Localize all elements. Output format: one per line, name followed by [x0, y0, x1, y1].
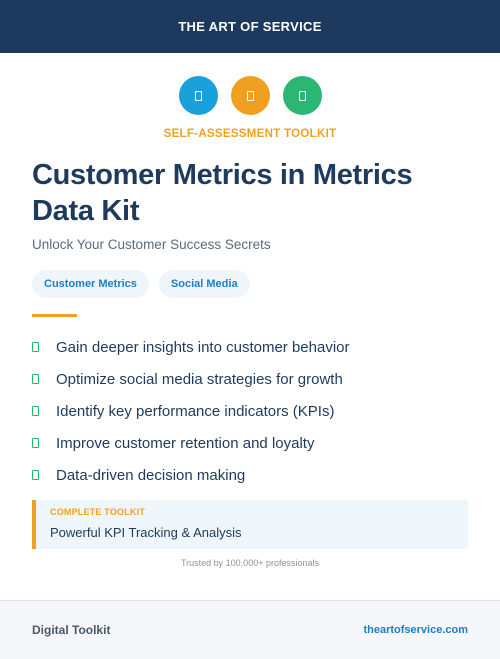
- feature-text: Optimize social media strategies for gro…: [56, 370, 343, 388]
- subtitle: Unlock Your Customer Success Secrets: [32, 237, 271, 252]
- feature-text: Gain deeper insights into customer behav…: [56, 338, 350, 356]
- feature-item: Identify key performance indicators (KPI…: [32, 395, 350, 427]
- icon-row: [0, 76, 500, 115]
- feature-text: Improve customer retention and loyalty: [56, 434, 315, 452]
- footer-bar: Digital Toolkit theartofservice.com: [0, 600, 500, 659]
- check-icon: [32, 342, 39, 352]
- brand-name: THE ART OF SERVICE: [178, 19, 322, 34]
- kicker-label: SELF-ASSESSMENT TOOLKIT: [163, 128, 337, 140]
- feature-item: Gain deeper insights into customer behav…: [32, 331, 350, 363]
- check-icon: [32, 438, 39, 448]
- footer-link[interactable]: theartofservice.com: [363, 624, 468, 636]
- accent-divider: [32, 314, 77, 317]
- feature-item: Optimize social media strategies for gro…: [32, 363, 350, 395]
- callout-label: COMPLETE TOOLKIT: [50, 507, 146, 517]
- check-icon: [32, 470, 39, 480]
- trust-note: Trusted by 100,000+ professionals: [180, 558, 319, 568]
- tag-social-media: Social Media: [158, 270, 250, 298]
- footer-label: Digital Toolkit: [32, 623, 111, 637]
- feature-text: Identify key performance indicators (KPI…: [56, 402, 335, 420]
- check-icon: [32, 374, 39, 384]
- page-title: Customer Metrics in Metrics Data Kit: [32, 159, 413, 227]
- feature-text: Data-driven decision making: [56, 466, 246, 484]
- feature-item: Improve customer retention and loyalty: [32, 427, 350, 459]
- callout-value: Powerful KPI Tracking & Analysis: [50, 525, 242, 540]
- check-icon: [32, 406, 39, 416]
- feature-list: Gain deeper insights into customer behav…: [32, 331, 350, 491]
- feature-item: Data-driven decision making: [32, 459, 350, 491]
- header-bar: THE ART OF SERVICE: [0, 0, 500, 53]
- document-icon: [282, 76, 322, 115]
- tag-customer-metrics: Customer Metrics: [32, 270, 149, 298]
- tag-list: Customer Metrics Social Media: [32, 270, 250, 298]
- document-icon: [230, 76, 270, 115]
- toolkit-callout: COMPLETE TOOLKIT Powerful KPI Tracking &…: [32, 500, 468, 549]
- document-icon: [178, 76, 218, 115]
